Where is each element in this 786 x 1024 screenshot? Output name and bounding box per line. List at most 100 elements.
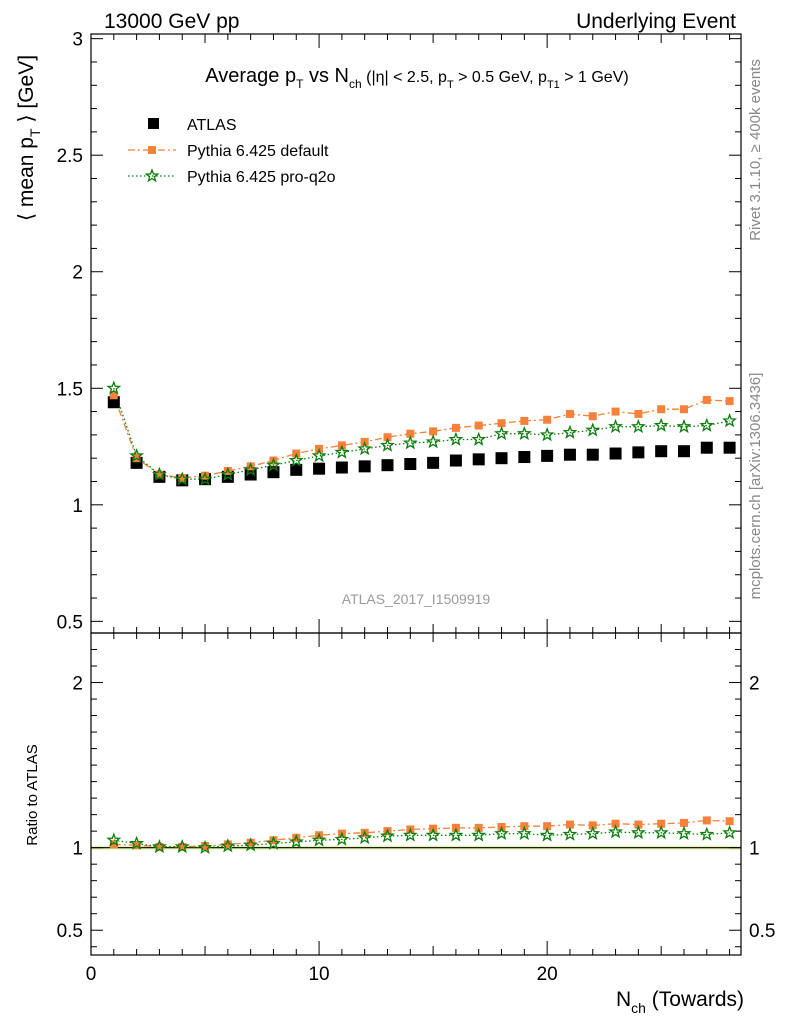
proq2o-point	[197, 471, 213, 486]
atlas-point	[358, 460, 371, 473]
proq2o-point	[425, 434, 441, 449]
mcplots-label: mcplots.cern.ch [arXiv:1306.3436]	[747, 373, 764, 600]
atlas-point	[632, 446, 645, 459]
ratio-proq2o-point	[653, 824, 669, 840]
default-point	[406, 429, 415, 438]
proq2o-point	[448, 431, 464, 446]
ratio-default-point	[543, 822, 552, 831]
ratio-proq2o-point	[516, 825, 532, 840]
ratio-default-point	[292, 833, 301, 842]
atlas-point	[609, 447, 622, 460]
ratio-default-point	[155, 842, 164, 851]
proq2o-point	[562, 424, 578, 439]
default-point	[246, 462, 255, 471]
ratio-proq2o-point	[357, 829, 373, 845]
atlas-point	[290, 463, 303, 476]
atlas-point	[449, 454, 462, 467]
ratio-ytick-label: 1	[72, 839, 83, 860]
ratio-proq2o-point	[265, 835, 281, 850]
default-point	[383, 433, 392, 442]
default-point	[474, 421, 483, 430]
default-point	[634, 409, 643, 418]
proq2o-point	[288, 452, 304, 467]
atlas-point	[677, 445, 690, 458]
ratio-proq2o-point	[151, 838, 167, 854]
proq2o-point	[265, 457, 281, 472]
default-point	[611, 407, 620, 416]
default-point	[702, 395, 711, 404]
main-ytick-label: 0.5	[57, 612, 83, 633]
default-point	[109, 391, 118, 400]
proq2o-point	[653, 417, 669, 432]
ratio-proq2o-point	[288, 834, 304, 849]
atlas-point	[655, 445, 668, 458]
atlas-point	[244, 468, 257, 481]
ratio-default-point	[679, 818, 688, 827]
x-axis-label: Nch (Towards)	[616, 988, 744, 1016]
ratio-ytick-label-right: 0.5	[749, 921, 775, 942]
ratio-proq2o-point	[722, 824, 738, 840]
atlas-point	[700, 441, 713, 454]
ratio-proq2o-point	[106, 832, 122, 847]
atlas-point	[495, 452, 508, 465]
ratio-proq2o-point	[630, 824, 646, 840]
ratio-ylabel: Ratio to ATLAS	[24, 744, 41, 845]
ratio-default-point	[132, 841, 141, 850]
proq2o-point	[608, 418, 624, 434]
ratio-default-point	[178, 842, 187, 851]
proq2o-point	[471, 431, 487, 446]
proq2o-point	[334, 444, 350, 459]
default-point	[429, 427, 438, 436]
ratio-default-point	[634, 820, 643, 829]
plot-area: 0.511.522.530.5 0.51 12 20 10 20	[57, 30, 776, 985]
ratio-proq2o-point	[676, 825, 692, 840]
default-point	[155, 470, 164, 479]
main-ytick-label: 2.5	[57, 146, 83, 167]
ratio-proq2o-point	[699, 826, 715, 841]
ratio-panel-frame	[90, 632, 742, 956]
atlas-point	[518, 451, 531, 464]
ratio-default-point	[201, 842, 210, 851]
ratio-proq2o-line	[113, 831, 730, 849]
xtick-label: 0	[86, 964, 97, 985]
ratio-proq2o-point	[425, 827, 441, 842]
legend-atlas-marker	[148, 118, 159, 129]
atlas-point	[723, 441, 736, 454]
xtick-label: 10	[308, 964, 329, 985]
ratio-proq2o-point	[494, 825, 509, 840]
proq2o-point	[676, 418, 692, 434]
ratio-default-point	[269, 836, 278, 845]
header-right: Underlying Event	[576, 10, 736, 33]
ratio-proq2o-point	[220, 838, 236, 853]
ratio-ytick-label: 2	[72, 674, 83, 695]
legend-atlas-label: ATLAS	[187, 117, 237, 134]
ratio-default-point	[565, 820, 574, 829]
proq2o-point	[151, 466, 167, 481]
proq2o-point	[585, 422, 601, 437]
proq2o-point	[539, 427, 555, 442]
proq2o-point	[722, 413, 738, 428]
ratio-proq2o-point	[608, 824, 624, 839]
legend-proq2o-label: Pythia 6.425 pro-q2o	[187, 169, 336, 186]
atlas-point	[335, 461, 348, 474]
atlas-point	[586, 448, 599, 461]
ratio-default-point	[588, 821, 597, 830]
xtick-label: 20	[537, 964, 558, 985]
ratio-ytick-label: 0.5	[57, 921, 83, 942]
default-point	[223, 467, 232, 476]
main-ytick-label: 1.5	[57, 379, 83, 400]
ratio-proq2o-point	[334, 831, 350, 846]
analysis-label: ATLAS_2017_I1509919	[342, 591, 491, 607]
legend-default-marker	[148, 146, 156, 154]
default-point	[588, 412, 597, 421]
ratio-ytick-label-right: 2	[749, 674, 760, 695]
main-ylabel: ⟨ mean pT ⟩ [GeV]	[15, 55, 43, 221]
proq2o-series-line	[113, 388, 730, 480]
ratio-proq2o-point	[380, 828, 395, 843]
proq2o-point	[311, 447, 327, 463]
plot-title: Average pT vs Nch (|η| < 2.5, pT > 0.5 G…	[205, 65, 628, 91]
atlas-point	[541, 449, 554, 462]
proq2o-point	[174, 471, 190, 486]
ratio-ytick-label-right: 1	[749, 839, 760, 860]
ratio-default-point	[246, 838, 255, 847]
